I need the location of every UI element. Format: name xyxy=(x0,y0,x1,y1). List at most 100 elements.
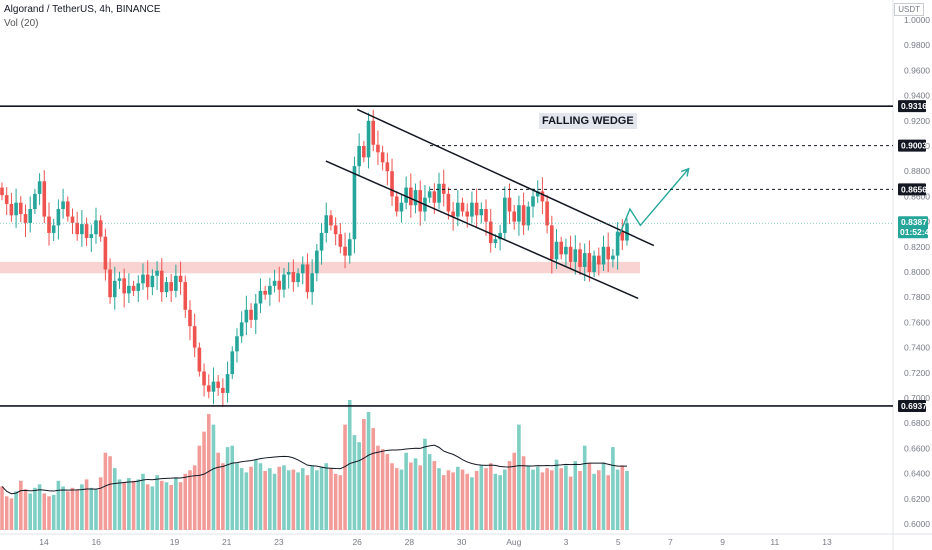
volume-bar xyxy=(4,496,9,530)
candle-body xyxy=(329,215,333,226)
candle-body xyxy=(18,202,23,215)
price-tick-label: 0.8000 xyxy=(904,267,930,277)
price-level-tag-text: 0.9003 xyxy=(901,141,927,151)
candle-body xyxy=(474,202,479,216)
volume-bar xyxy=(206,414,211,530)
volume-bar xyxy=(498,475,502,530)
candle-body xyxy=(437,183,441,203)
candle-body xyxy=(37,181,42,194)
volume-bar xyxy=(568,476,573,530)
time-tick-label: 21 xyxy=(222,537,232,547)
volume-bar xyxy=(0,486,4,530)
price-level-tag xyxy=(898,139,926,152)
candle-body xyxy=(141,274,145,284)
candle-body xyxy=(178,275,183,283)
candle-body xyxy=(282,274,286,290)
volume-bar xyxy=(291,469,296,530)
volume-bar xyxy=(526,465,531,530)
candle-body xyxy=(324,215,329,233)
candle-body xyxy=(456,202,460,217)
candle-body xyxy=(192,326,197,348)
candle-body xyxy=(315,250,319,274)
volume-bar xyxy=(305,475,310,530)
candle-body xyxy=(587,253,592,272)
currency-selector[interactable]: USDT xyxy=(894,3,924,16)
price-tick-label: 0.7200 xyxy=(904,368,930,378)
volume-bar xyxy=(268,468,272,530)
volume-bar xyxy=(127,478,131,530)
candle-body xyxy=(131,285,136,291)
volume-bar xyxy=(517,424,521,530)
price-level-tag-text: 0.8656 xyxy=(901,184,927,194)
candle-body xyxy=(183,282,188,310)
price-tick-label: 0.8800 xyxy=(904,166,930,176)
volume-bar xyxy=(230,445,235,530)
volume-bar xyxy=(554,459,559,530)
candle-body xyxy=(418,190,423,212)
volume-bar xyxy=(286,470,291,530)
volume-bar xyxy=(559,468,564,530)
volume-bar xyxy=(178,482,183,530)
volume-indicator-label: Vol (20) xyxy=(4,18,39,29)
candle-body xyxy=(404,187,408,203)
volume-bar xyxy=(221,463,225,530)
candle-body xyxy=(70,216,75,223)
candle-body xyxy=(221,387,225,393)
candle-body xyxy=(535,191,540,197)
candle-body xyxy=(606,246,611,260)
volume-bar xyxy=(164,482,169,530)
volume-bar xyxy=(183,473,188,530)
volume-bar xyxy=(197,445,202,530)
volume-bar xyxy=(310,465,314,530)
volume-bar xyxy=(225,447,230,530)
candle-body xyxy=(4,195,9,204)
volume-bar xyxy=(592,473,596,530)
candle-body xyxy=(362,146,366,158)
volume-bar xyxy=(75,489,79,530)
time-tick-label: 23 xyxy=(274,537,284,547)
volume-bar xyxy=(296,472,300,530)
price-tick-label: 0.8600 xyxy=(904,191,930,201)
volume-bar xyxy=(249,466,253,530)
volume-bar xyxy=(108,456,112,530)
candle-body xyxy=(376,144,380,153)
volume-bar xyxy=(282,465,286,530)
candle-body xyxy=(512,211,517,222)
volume-bar xyxy=(23,489,28,530)
volume-bar xyxy=(540,472,545,530)
volume-bar xyxy=(131,480,136,530)
candle-body xyxy=(394,196,399,212)
time-tick-label: 3 xyxy=(564,537,569,547)
candle-body xyxy=(441,183,446,194)
candle-body xyxy=(122,278,126,294)
candle-body xyxy=(84,224,89,238)
candle-body xyxy=(517,205,521,222)
candle-body xyxy=(75,222,79,235)
volume-bar xyxy=(211,424,216,530)
volume-bar xyxy=(239,468,244,530)
current-price-value: 0.8387 xyxy=(901,217,927,227)
price-tick-label: 0.6400 xyxy=(904,469,930,479)
volume-bar xyxy=(14,491,18,530)
volume-bar xyxy=(432,461,437,530)
countdown-timer: 01:52:43 xyxy=(900,227,932,237)
price-tick-label: 0.7000 xyxy=(904,393,930,403)
volume-bar xyxy=(235,463,239,530)
volume-bar xyxy=(9,498,14,530)
price-level-tag xyxy=(898,399,926,412)
volume-bar xyxy=(423,438,427,530)
candle-body xyxy=(263,290,267,295)
volume-bar xyxy=(192,465,197,530)
current-price-tag xyxy=(898,216,928,239)
volume-bar xyxy=(333,473,338,530)
candle-body xyxy=(291,272,296,283)
volume-bar xyxy=(141,473,145,530)
candle-body xyxy=(225,374,230,393)
support-zone xyxy=(0,261,640,274)
candle-body xyxy=(211,381,216,392)
time-tick-label: 26 xyxy=(352,537,362,547)
volume-bar xyxy=(174,478,178,530)
candle-body xyxy=(174,275,178,291)
volume-bar xyxy=(80,484,84,530)
